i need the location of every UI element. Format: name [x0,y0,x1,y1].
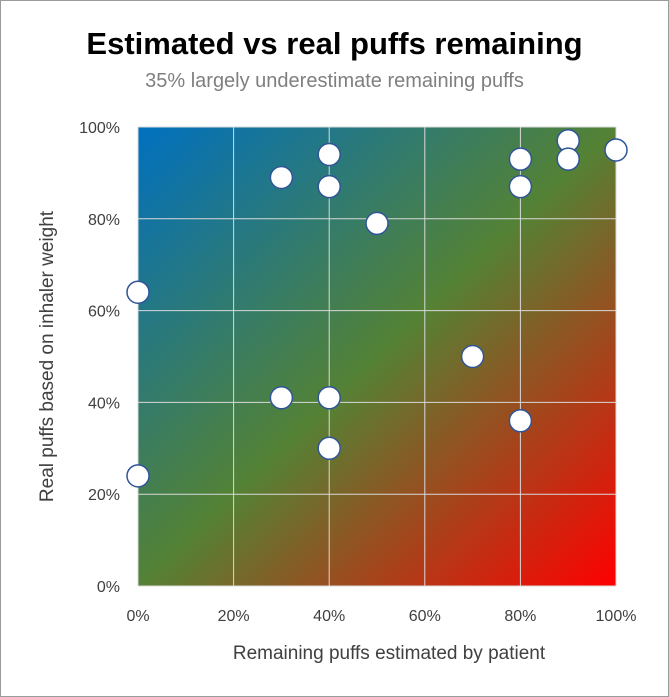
x-tick-labels: 0% 20% 40% 60% 80% 100% [126,608,636,625]
data-point [460,344,485,369]
data-point [508,409,533,433]
data-point [317,174,341,199]
x-tick-label: 80% [504,608,536,625]
data-point [126,280,150,304]
y-tick-label: 80% [88,212,120,229]
data-point [508,174,533,199]
data-point [317,436,341,461]
data-point [269,386,294,410]
data-point [317,142,341,167]
y-tick-labels: 0% 20% 40% 60% 80% 100% [79,120,120,596]
data-point [126,464,150,488]
data-points [126,129,628,488]
chart-subtitle: 35% largely underestimate remaining puff… [145,70,524,92]
data-point [269,165,294,190]
gridlines [137,126,617,587]
data-point [556,147,580,171]
x-tick-label: 0% [126,608,149,625]
x-tick-label: 60% [409,608,441,625]
x-tick-label: 20% [218,608,250,625]
x-axis-title: Remaining puffs estimated by patient [233,643,546,664]
plot-area [138,127,616,586]
y-tick-label: 60% [88,304,120,321]
y-tick-label: 40% [88,395,120,412]
y-tick-label: 100% [79,120,120,137]
x-tick-label: 100% [596,608,637,625]
y-axis-title: Real puffs based on inhaler weight [37,210,58,502]
x-tick-label: 40% [313,608,345,625]
data-point [365,211,389,236]
y-tick-label: 0% [97,579,120,596]
data-point [508,147,533,171]
data-point [317,386,341,410]
y-tick-label: 20% [88,487,120,504]
chart-title: Estimated vs real puffs remaining [86,26,583,61]
data-point [604,138,628,162]
